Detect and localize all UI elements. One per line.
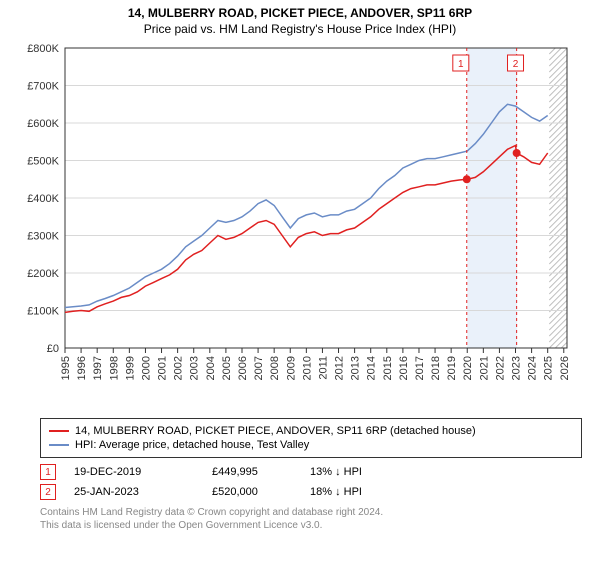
- svg-text:1995: 1995: [60, 356, 72, 380]
- svg-text:2005: 2005: [221, 356, 233, 380]
- legend-swatch-property: [49, 430, 69, 432]
- svg-text:£600K: £600K: [27, 118, 59, 130]
- svg-text:£100K: £100K: [27, 306, 59, 318]
- data-point-2-price: £520,000: [212, 486, 292, 498]
- data-point-2-diff: 18% ↓ HPI: [310, 486, 420, 498]
- svg-text:2024: 2024: [527, 356, 539, 380]
- svg-text:2011: 2011: [317, 356, 329, 380]
- data-point-row: 2 25-JAN-2023 £520,000 18% ↓ HPI: [40, 484, 582, 500]
- svg-text:2001: 2001: [157, 356, 169, 380]
- svg-text:2007: 2007: [253, 356, 265, 380]
- svg-text:2003: 2003: [189, 356, 201, 380]
- svg-text:1996: 1996: [76, 356, 88, 380]
- svg-text:2012: 2012: [334, 356, 346, 380]
- svg-text:2014: 2014: [366, 356, 378, 380]
- svg-text:2: 2: [513, 59, 519, 70]
- marker-2-icon: 2: [40, 484, 56, 500]
- marker-1-icon: 1: [40, 464, 56, 480]
- chart-subtitle: Price paid vs. HM Land Registry's House …: [0, 22, 600, 36]
- svg-text:£400K: £400K: [27, 193, 59, 205]
- svg-text:2010: 2010: [301, 356, 313, 380]
- svg-text:£300K: £300K: [27, 231, 59, 243]
- svg-text:2008: 2008: [269, 356, 281, 380]
- footnote-line-1: Contains HM Land Registry data © Crown c…: [40, 506, 582, 519]
- svg-text:2002: 2002: [173, 356, 185, 380]
- svg-text:£800K: £800K: [27, 43, 59, 55]
- data-point-2-date: 25-JAN-2023: [74, 486, 194, 498]
- svg-text:£0: £0: [47, 343, 59, 355]
- svg-text:2021: 2021: [478, 356, 490, 380]
- legend-box: 14, MULBERRY ROAD, PICKET PIECE, ANDOVER…: [40, 418, 582, 458]
- footnote: Contains HM Land Registry data © Crown c…: [40, 506, 582, 532]
- data-point-1-diff: 13% ↓ HPI: [310, 466, 420, 478]
- svg-text:2016: 2016: [398, 356, 410, 380]
- svg-text:2013: 2013: [350, 356, 362, 380]
- legend-label-property: 14, MULBERRY ROAD, PICKET PIECE, ANDOVER…: [75, 425, 476, 437]
- legend-label-hpi: HPI: Average price, detached house, Test…: [75, 439, 309, 451]
- svg-text:2020: 2020: [462, 356, 474, 380]
- svg-text:1: 1: [458, 59, 464, 70]
- svg-text:2023: 2023: [511, 356, 523, 380]
- svg-text:2019: 2019: [446, 356, 458, 380]
- svg-text:2026: 2026: [559, 356, 571, 380]
- data-point-1-date: 19-DEC-2019: [74, 466, 194, 478]
- svg-text:1998: 1998: [108, 356, 120, 380]
- chart-svg: £0 £100K £200K £300K £400K £500K £600K £700K £80…: [15, 40, 585, 410]
- svg-text:2022: 2022: [494, 356, 506, 380]
- svg-text:£200K: £200K: [27, 268, 59, 280]
- svg-text:2025: 2025: [543, 356, 555, 380]
- svg-text:2018: 2018: [430, 356, 442, 380]
- svg-text:2015: 2015: [382, 356, 394, 380]
- svg-text:1997: 1997: [92, 356, 104, 380]
- legend-item-property: 14, MULBERRY ROAD, PICKET PIECE, ANDOVER…: [49, 425, 573, 437]
- data-point-row: 1 19-DEC-2019 £449,995 13% ↓ HPI: [40, 464, 582, 480]
- chart-title: 14, MULBERRY ROAD, PICKET PIECE, ANDOVER…: [0, 6, 600, 20]
- svg-text:£500K: £500K: [27, 156, 59, 168]
- legend-swatch-hpi: [49, 444, 69, 446]
- svg-text:2009: 2009: [285, 356, 297, 380]
- svg-text:£700K: £700K: [27, 81, 59, 93]
- svg-text:2006: 2006: [237, 356, 249, 380]
- svg-text:2000: 2000: [140, 356, 152, 380]
- footnote-line-2: This data is licensed under the Open Gov…: [40, 519, 582, 532]
- svg-text:2004: 2004: [205, 356, 217, 380]
- data-point-list: 1 19-DEC-2019 £449,995 13% ↓ HPI 2 25-JA…: [40, 464, 582, 500]
- legend-item-hpi: HPI: Average price, detached house, Test…: [49, 439, 573, 451]
- svg-text:2017: 2017: [414, 356, 426, 380]
- data-point-1-price: £449,995: [212, 466, 292, 478]
- svg-text:1999: 1999: [124, 356, 136, 380]
- chart-area: £0 £100K £200K £300K £400K £500K £600K £700K £80…: [15, 40, 585, 410]
